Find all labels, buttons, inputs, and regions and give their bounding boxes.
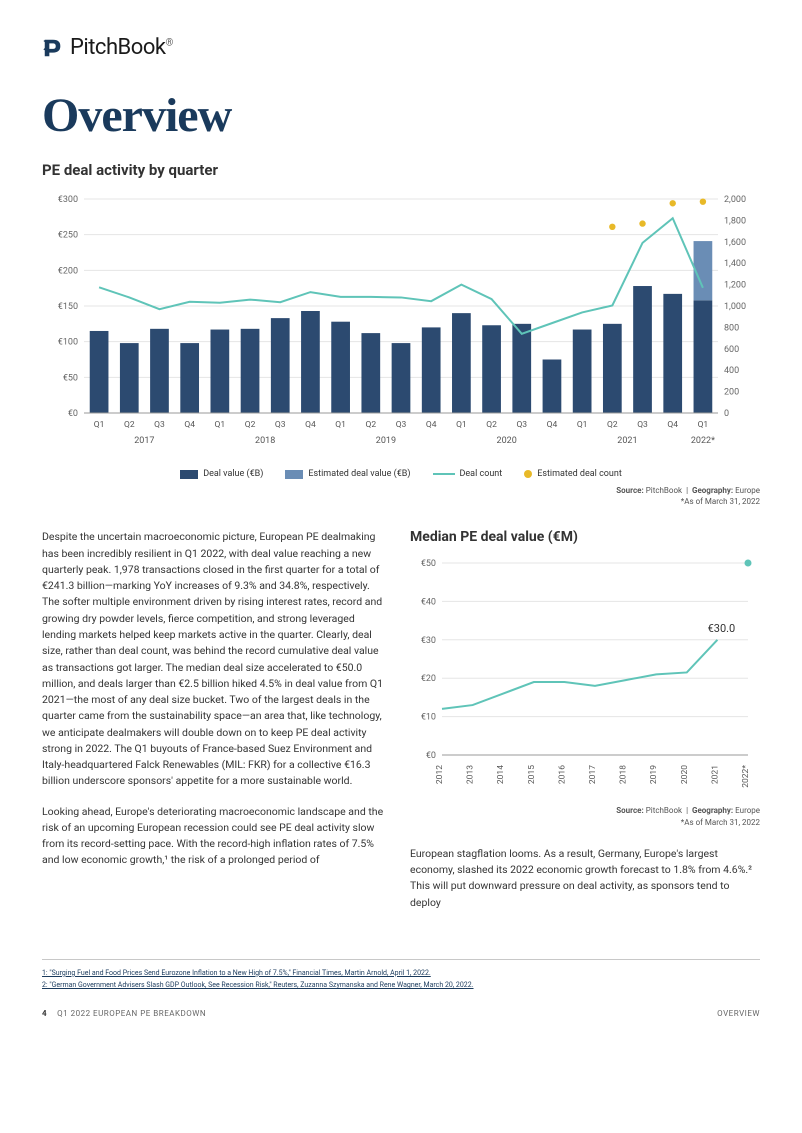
svg-text:Q3: Q3 xyxy=(396,420,407,430)
svg-text:Q4: Q4 xyxy=(426,420,437,430)
svg-text:2021: 2021 xyxy=(617,436,637,446)
svg-text:2019: 2019 xyxy=(376,436,396,446)
svg-text:Q2: Q2 xyxy=(124,420,135,430)
svg-text:2020: 2020 xyxy=(497,436,517,446)
svg-text:€300: €300 xyxy=(58,195,78,205)
svg-text:200: 200 xyxy=(724,388,739,398)
svg-text:€50: €50 xyxy=(63,373,78,383)
svg-text:1,400: 1,400 xyxy=(724,259,746,269)
median-chart-svg: €0 €10 €20 €30 €40 €50 2012 2013 2014 2015 2016 201… xyxy=(410,555,760,795)
svg-text:2022*: 2022* xyxy=(741,765,751,788)
footnote: 1: "Surging Fuel and Food Prices Send Eu… xyxy=(42,968,760,979)
svg-text:Q4: Q4 xyxy=(547,420,558,430)
svg-text:Q3: Q3 xyxy=(516,420,527,430)
svg-text:€10: €10 xyxy=(421,713,436,723)
svg-text:Q4: Q4 xyxy=(667,420,678,430)
svg-text:2,000: 2,000 xyxy=(724,195,746,205)
svg-text:€0: €0 xyxy=(68,409,78,419)
svg-text:€0: €0 xyxy=(426,751,436,761)
svg-text:2015: 2015 xyxy=(527,765,537,784)
svg-text:Q3: Q3 xyxy=(154,420,165,430)
svg-text:800: 800 xyxy=(724,323,739,333)
body-left-column: Despite the uncertain macroeconomic pict… xyxy=(42,529,384,924)
svg-text:Q2: Q2 xyxy=(365,420,376,430)
section-name: OVERVIEW xyxy=(717,1009,760,1018)
svg-text:Q1: Q1 xyxy=(215,420,226,430)
svg-text:€50.0: €50.0 xyxy=(728,555,756,556)
svg-text:Q2: Q2 xyxy=(607,420,618,430)
main-chart-svg: €0 €50 €100 €150 €200 €250 €300 0 200 400 600 800 1,… xyxy=(42,189,760,459)
svg-text:€200: €200 xyxy=(58,266,78,276)
body-paragraph-1: Despite the uncertain macroeconomic pict… xyxy=(42,529,384,789)
svg-text:1,600: 1,600 xyxy=(724,238,746,248)
page-footer: 4 Q1 2022 EUROPEAN PE BREAKDOWN OVERVIEW xyxy=(42,1009,760,1018)
pitchbook-icon xyxy=(42,37,64,59)
svg-text:2016: 2016 xyxy=(557,765,567,784)
footnote-divider xyxy=(42,959,760,960)
svg-text:2017: 2017 xyxy=(588,765,598,784)
page-number: 4 xyxy=(42,1009,47,1018)
svg-text:Q1: Q1 xyxy=(577,420,588,430)
svg-text:€30.0: €30.0 xyxy=(708,622,736,635)
svg-text:2020: 2020 xyxy=(680,765,690,784)
page-headline: Overview xyxy=(42,88,760,143)
doc-title: Q1 2022 EUROPEAN PE BREAKDOWN xyxy=(57,1009,206,1018)
svg-text:€40: €40 xyxy=(421,598,436,608)
svg-text:2014: 2014 xyxy=(496,765,506,784)
svg-text:2012: 2012 xyxy=(435,765,445,784)
svg-text:0: 0 xyxy=(724,409,729,419)
svg-text:Q1: Q1 xyxy=(698,420,709,430)
svg-text:€250: €250 xyxy=(58,231,78,241)
body-paragraph-2: Looking ahead, Europe's deteriorating ma… xyxy=(42,804,384,869)
body-right-column: Median PE deal value (€M) €0 €10 €20 €30 €40… xyxy=(410,529,760,924)
svg-text:2021: 2021 xyxy=(710,765,720,784)
svg-text:Q4: Q4 xyxy=(305,420,316,430)
svg-text:2018: 2018 xyxy=(619,765,629,784)
footnotes: 1: "Surging Fuel and Food Prices Send Eu… xyxy=(42,968,760,991)
svg-text:2019: 2019 xyxy=(649,765,659,784)
svg-text:1,000: 1,000 xyxy=(724,302,746,312)
svg-text:€150: €150 xyxy=(58,302,78,312)
svg-text:Q1: Q1 xyxy=(456,420,467,430)
brand-name: PitchBook® xyxy=(70,35,173,60)
svg-text:€20: €20 xyxy=(421,675,436,685)
svg-text:€50: €50 xyxy=(421,559,436,569)
main-chart-source: Source: PitchBook | Geography: Europe *A… xyxy=(42,485,760,507)
main-chart: €0 €50 €100 €150 €200 €250 €300 0 200 400 600 800 1,… xyxy=(42,189,760,507)
svg-text:Q2: Q2 xyxy=(245,420,256,430)
median-chart-title: Median PE deal value (€M) xyxy=(410,529,760,545)
svg-text:2018: 2018 xyxy=(255,436,275,446)
median-chart-source: Source: PitchBook | Geography: Europe *A… xyxy=(410,805,760,827)
brand-logo: PitchBook® xyxy=(42,35,760,60)
svg-text:€30: €30 xyxy=(421,636,436,646)
svg-text:2013: 2013 xyxy=(466,765,476,784)
svg-text:Q3: Q3 xyxy=(275,420,286,430)
main-chart-legend: Deal value (€B)Estimated deal value (€B)… xyxy=(42,469,760,479)
svg-text:2022*: 2022* xyxy=(691,436,715,446)
svg-text:Q1: Q1 xyxy=(335,420,346,430)
svg-text:1,800: 1,800 xyxy=(724,216,746,226)
svg-text:2017: 2017 xyxy=(134,436,154,446)
svg-text:€100: €100 xyxy=(58,338,78,348)
svg-text:1,200: 1,200 xyxy=(724,281,746,291)
svg-text:600: 600 xyxy=(724,345,739,355)
body-paragraph-3: European stagflation looms. As a result,… xyxy=(410,846,760,911)
svg-text:Q1: Q1 xyxy=(94,420,105,430)
footnote: 2: "German Government Advisers Slash GDP… xyxy=(42,980,760,991)
svg-text:400: 400 xyxy=(724,366,739,376)
svg-text:Q3: Q3 xyxy=(637,420,648,430)
svg-text:Q4: Q4 xyxy=(184,420,195,430)
main-chart-title: PE deal activity by quarter xyxy=(42,161,760,179)
svg-text:Q2: Q2 xyxy=(486,420,497,430)
